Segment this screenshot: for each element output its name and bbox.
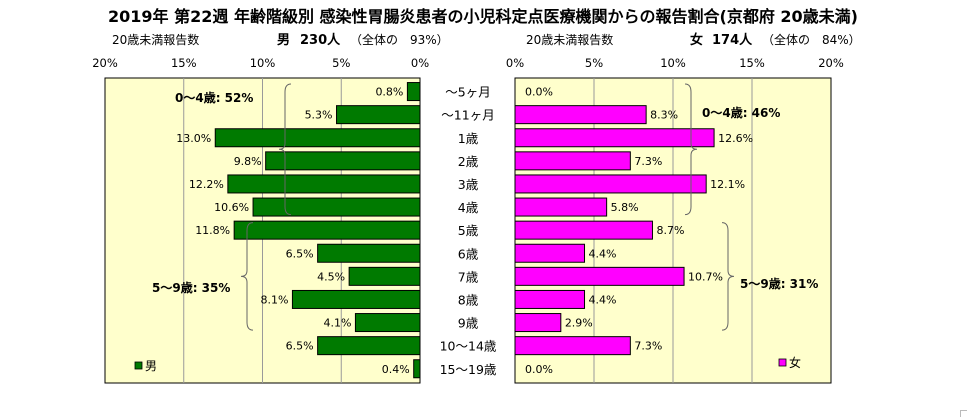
left-header-sex: 男 xyxy=(277,33,290,48)
female-data-label: 7.3% xyxy=(634,155,662,168)
right-tick-label: 0% xyxy=(506,56,524,70)
female-bar xyxy=(514,289,586,309)
female-bar xyxy=(514,151,631,171)
left-header-count: 230人 xyxy=(300,32,341,48)
left-tick-label: 0% xyxy=(411,56,429,70)
right-header-label: 20歳未満報告数 xyxy=(526,32,613,47)
left-header-ratio: （全体の 93%） xyxy=(350,32,449,47)
male-bar xyxy=(291,289,421,309)
female-bar xyxy=(514,197,608,217)
female-legend-swatch xyxy=(778,358,787,367)
category-label: 6歳 xyxy=(458,246,479,261)
female-data-label: 12.6% xyxy=(718,132,753,145)
female-data-label: 8.7% xyxy=(656,224,684,237)
category-label: ～11ヶ月 xyxy=(441,108,494,123)
female-data-label: 12.1% xyxy=(710,178,745,191)
female-bracket-5-9 xyxy=(721,222,735,331)
male-group-label-5-9: 5～9歳: 35% xyxy=(152,280,230,295)
female-bar xyxy=(514,105,647,125)
male-data-label: 8.1% xyxy=(260,293,288,306)
male-group-label-0-4: 0～4歳: 52% xyxy=(175,90,253,105)
female-bar xyxy=(514,174,707,194)
female-bar xyxy=(514,220,653,240)
right-header-sex: 女 xyxy=(690,32,703,48)
male-data-label: 0.8% xyxy=(375,86,403,99)
right-header-ratio: （全体の 84%） xyxy=(762,32,861,47)
left-tick-label: 15% xyxy=(171,56,197,70)
category-label: 5歳 xyxy=(458,223,479,238)
right-tick-label: 15% xyxy=(739,56,765,70)
female-data-label: 10.7% xyxy=(688,270,723,283)
male-data-label: 11.8% xyxy=(195,224,230,237)
category-label: 8歳 xyxy=(458,292,479,307)
chart-title: 2019年 第22週 年齢階級別 感染性胃腸炎患者の小児科定点医療機関からの報告… xyxy=(108,7,858,26)
male-bar xyxy=(413,359,421,379)
category-label: 4歳 xyxy=(458,200,479,215)
male-bracket-0-4 xyxy=(278,83,292,216)
left-tick-label: 20% xyxy=(92,56,118,70)
female-data-label: 7.3% xyxy=(634,340,662,353)
male-data-label: 4.1% xyxy=(323,317,351,330)
female-bar xyxy=(514,313,562,333)
right-header-count: 174人 xyxy=(712,32,753,48)
male-legend-label: 男 xyxy=(145,359,157,373)
female-data-label: 0.0% xyxy=(525,363,553,376)
category-label: ～5ヶ月 xyxy=(445,85,490,100)
category-label: 2歳 xyxy=(458,154,479,169)
female-data-label: 4.4% xyxy=(589,293,617,306)
left-tick-label: 5% xyxy=(332,56,350,70)
male-bracket-5-9 xyxy=(240,222,254,331)
female-group-label-0-4: 0～4歳: 46% xyxy=(702,105,780,120)
female-data-label: 0.0% xyxy=(525,86,553,99)
male-bar xyxy=(227,174,421,194)
category-label: 9歳 xyxy=(458,316,479,331)
category-label: 15～19歳 xyxy=(440,362,497,377)
male-data-label: 13.0% xyxy=(176,132,211,145)
female-bracket-0-4 xyxy=(684,83,698,216)
male-bar xyxy=(265,151,421,171)
female-data-label: 2.9% xyxy=(565,317,593,330)
category-label: 1歳 xyxy=(458,131,479,146)
male-bar xyxy=(336,105,421,125)
male-bar xyxy=(348,266,421,286)
male-legend-swatch xyxy=(134,361,143,370)
left-header-label: 20歳未満報告数 xyxy=(112,32,199,47)
male-bar xyxy=(354,313,421,333)
male-data-label: 9.8% xyxy=(234,155,262,168)
category-label: 7歳 xyxy=(458,269,479,284)
male-bar xyxy=(252,197,421,217)
female-bar xyxy=(514,243,586,263)
female-data-label: 8.3% xyxy=(650,109,678,122)
male-bar xyxy=(214,128,421,148)
window-resize-corner xyxy=(960,410,967,417)
female-bar xyxy=(514,336,631,356)
male-bar xyxy=(406,82,421,102)
male-data-label: 4.5% xyxy=(317,270,345,283)
left-tick-label: 10% xyxy=(250,56,276,70)
male-bar xyxy=(317,336,421,356)
right-tick-label: 20% xyxy=(818,56,844,70)
female-data-label: 4.4% xyxy=(589,247,617,260)
female-bar xyxy=(514,128,715,148)
female-bar xyxy=(514,266,685,286)
category-label: 3歳 xyxy=(458,177,479,192)
male-data-label: 10.6% xyxy=(214,201,249,214)
category-label: 10～14歳 xyxy=(440,339,497,354)
male-data-label: 12.2% xyxy=(189,178,224,191)
male-bar xyxy=(317,243,421,263)
male-data-label: 6.5% xyxy=(286,340,314,353)
right-tick-label: 5% xyxy=(585,56,603,70)
male-data-label: 5.3% xyxy=(305,109,333,122)
female-legend-label: 女 xyxy=(789,355,801,370)
female-group-label-5-9: 5～9歳: 31% xyxy=(740,276,818,291)
male-bar xyxy=(233,220,421,240)
right-tick-label: 10% xyxy=(660,56,686,70)
female-data-label: 5.8% xyxy=(611,201,639,214)
male-data-label: 6.5% xyxy=(286,247,314,260)
male-data-label: 0.4% xyxy=(382,363,410,376)
